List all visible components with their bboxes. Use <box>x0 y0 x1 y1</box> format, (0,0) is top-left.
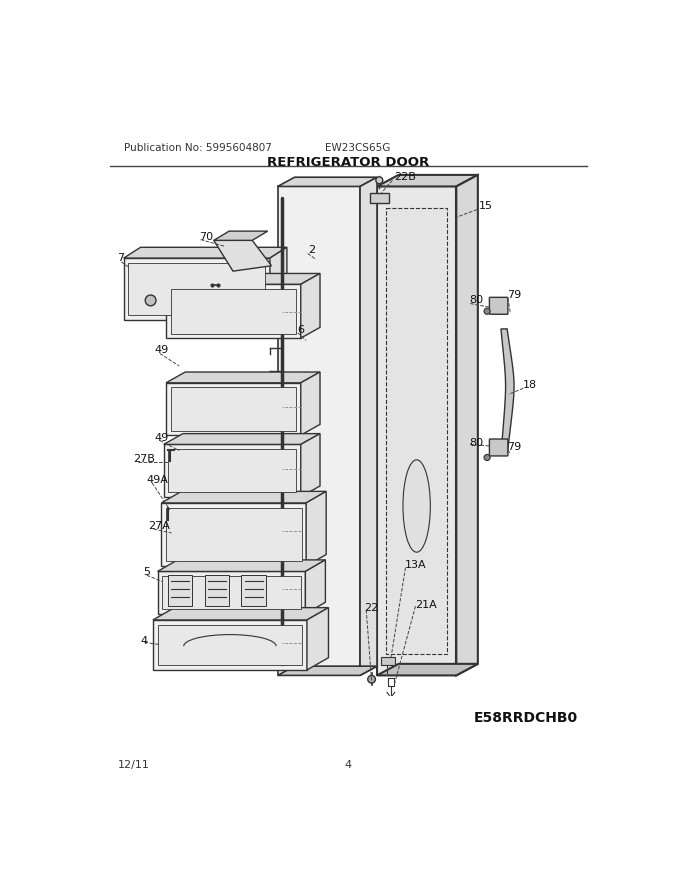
Polygon shape <box>166 274 320 284</box>
Text: REFRIGERATOR DOOR: REFRIGERATOR DOOR <box>267 156 430 169</box>
Text: 49: 49 <box>154 433 169 444</box>
Polygon shape <box>241 576 266 606</box>
Polygon shape <box>164 434 320 444</box>
FancyBboxPatch shape <box>490 297 508 314</box>
Text: 4: 4 <box>141 635 148 646</box>
Text: 70: 70 <box>199 231 214 241</box>
Text: Publication No: 5995604807: Publication No: 5995604807 <box>124 143 271 152</box>
Polygon shape <box>370 193 388 203</box>
Text: 80: 80 <box>469 438 483 448</box>
Text: 79: 79 <box>507 290 522 300</box>
Polygon shape <box>171 387 296 430</box>
Polygon shape <box>301 372 320 435</box>
Text: 27A: 27A <box>148 521 170 531</box>
Circle shape <box>146 295 156 306</box>
Polygon shape <box>167 576 192 606</box>
Text: 49A: 49A <box>147 475 169 485</box>
Polygon shape <box>205 576 229 606</box>
Circle shape <box>368 676 375 683</box>
Text: 12/11: 12/11 <box>118 760 150 770</box>
Polygon shape <box>270 247 287 319</box>
Text: 22: 22 <box>364 604 378 613</box>
Polygon shape <box>277 177 377 187</box>
Polygon shape <box>301 434 320 496</box>
Text: 4: 4 <box>345 760 352 770</box>
Text: 22B: 22B <box>394 172 415 182</box>
Polygon shape <box>124 247 287 258</box>
Polygon shape <box>377 175 478 187</box>
Text: 7: 7 <box>118 253 124 263</box>
Circle shape <box>484 454 490 460</box>
Polygon shape <box>162 576 301 609</box>
Polygon shape <box>377 187 456 676</box>
Polygon shape <box>158 571 305 614</box>
Polygon shape <box>386 208 447 654</box>
Polygon shape <box>307 607 328 670</box>
Polygon shape <box>360 177 377 676</box>
Polygon shape <box>169 449 296 492</box>
Text: 15: 15 <box>479 201 492 210</box>
Text: 21A: 21A <box>415 599 437 610</box>
Text: 49: 49 <box>154 346 169 356</box>
Polygon shape <box>166 508 301 561</box>
Text: 13A: 13A <box>405 560 426 569</box>
Polygon shape <box>124 258 270 319</box>
Text: 79: 79 <box>507 442 522 451</box>
Polygon shape <box>164 444 301 496</box>
Text: EW23CS65G: EW23CS65G <box>326 143 391 152</box>
Polygon shape <box>158 560 326 571</box>
Polygon shape <box>306 491 326 566</box>
Polygon shape <box>214 240 271 271</box>
Polygon shape <box>153 620 307 670</box>
Polygon shape <box>377 664 478 676</box>
Polygon shape <box>153 607 328 620</box>
Polygon shape <box>161 502 306 566</box>
Text: 5: 5 <box>143 568 150 577</box>
Polygon shape <box>501 329 514 455</box>
Text: 6: 6 <box>297 325 304 334</box>
Polygon shape <box>301 274 320 338</box>
Polygon shape <box>277 187 360 676</box>
Polygon shape <box>158 625 303 665</box>
Text: 2: 2 <box>307 246 315 255</box>
Bar <box>381 656 394 664</box>
Circle shape <box>376 177 383 184</box>
Text: 18: 18 <box>522 380 537 390</box>
Ellipse shape <box>403 459 430 553</box>
Polygon shape <box>166 284 301 338</box>
Text: 80: 80 <box>469 296 483 305</box>
Text: E58RRDCHB0: E58RRDCHB0 <box>474 711 578 725</box>
Polygon shape <box>129 262 265 315</box>
Polygon shape <box>305 560 326 614</box>
Text: 27B: 27B <box>133 454 155 464</box>
Polygon shape <box>171 289 296 334</box>
Polygon shape <box>214 231 268 240</box>
Circle shape <box>484 308 490 314</box>
Polygon shape <box>456 175 478 676</box>
FancyBboxPatch shape <box>490 439 508 456</box>
Polygon shape <box>277 666 377 676</box>
Polygon shape <box>166 372 320 383</box>
Polygon shape <box>166 383 301 435</box>
Polygon shape <box>161 491 326 502</box>
